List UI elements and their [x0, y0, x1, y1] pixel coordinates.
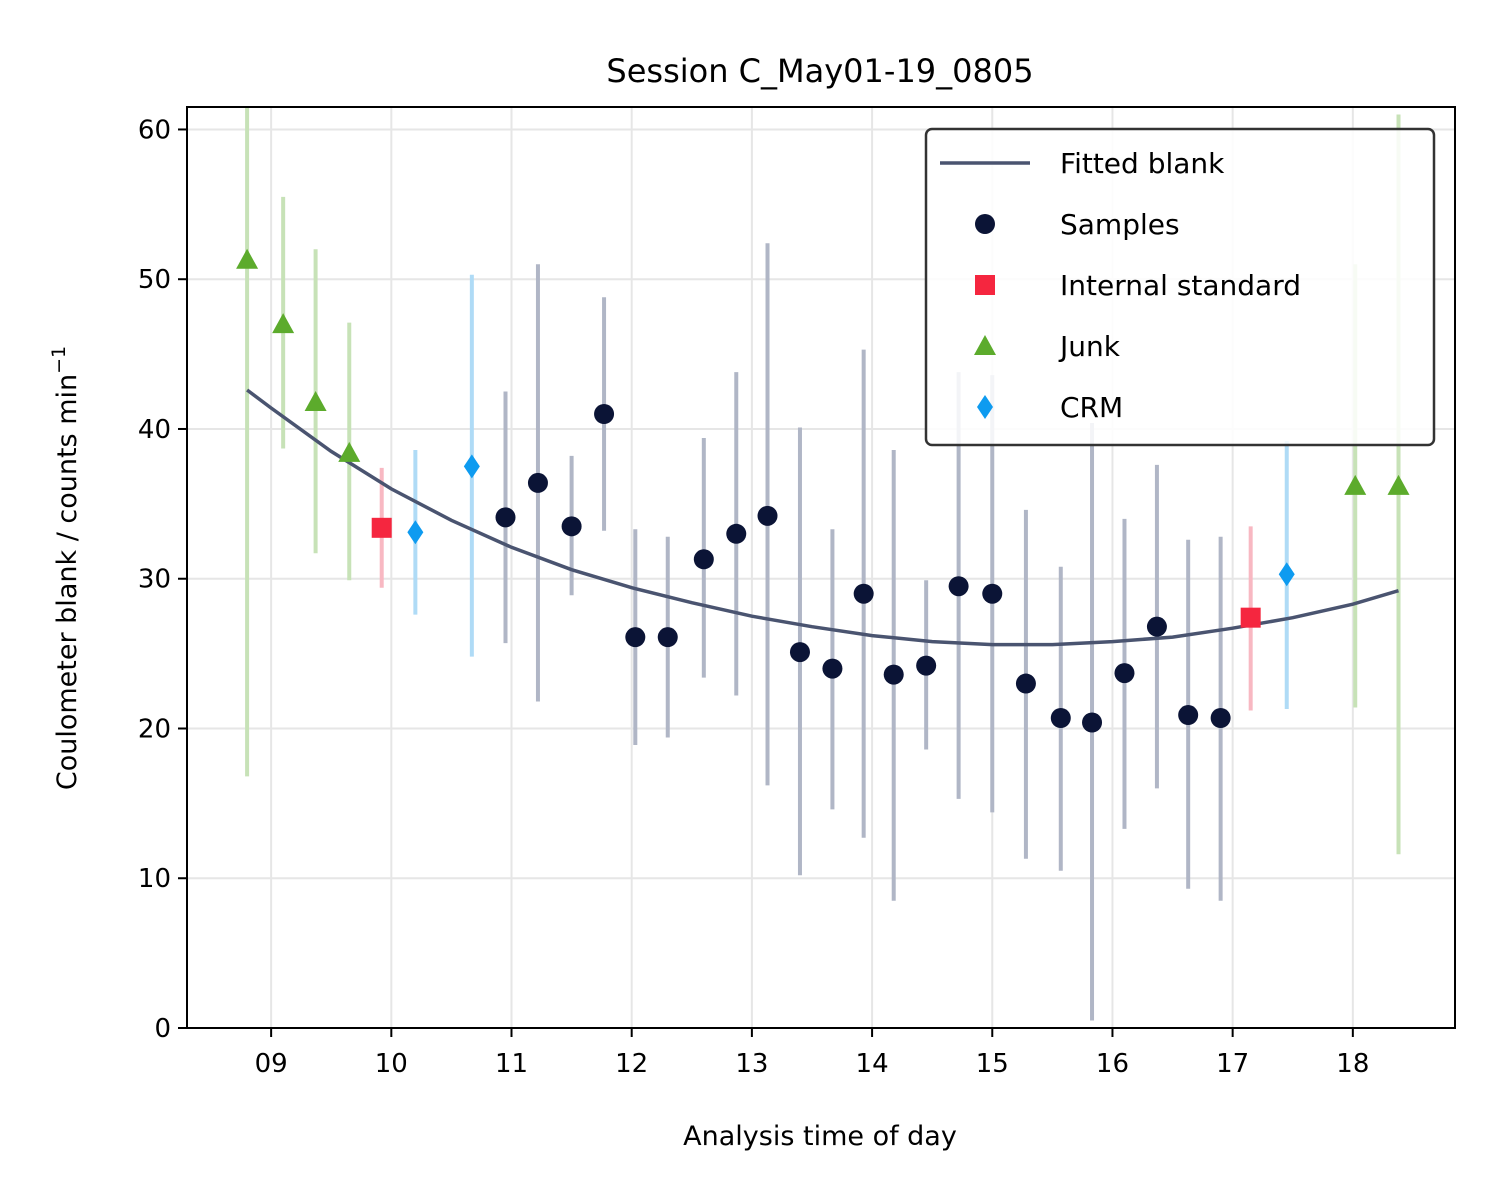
samples-point	[822, 658, 843, 679]
samples-point	[594, 404, 615, 424]
crm-point	[463, 454, 480, 479]
junk-point	[1387, 474, 1410, 495]
legend-marker-swatch	[977, 395, 993, 419]
samples-point	[561, 516, 582, 537]
y-tick-label: 0	[154, 1014, 171, 1044]
chart-title: Session C_May01-19_0805	[606, 52, 1033, 90]
x-tick-label: 16	[1096, 1049, 1129, 1079]
samples-point	[1015, 673, 1036, 694]
samples-point	[1114, 663, 1135, 684]
x-tick-label: 11	[495, 1049, 528, 1079]
junk-point	[236, 248, 259, 269]
legend-marker-swatch	[975, 214, 995, 234]
y-tick-label: 40	[138, 415, 171, 445]
plot-area	[236, 107, 1410, 1021]
samples-point	[916, 655, 937, 676]
samples-point	[1082, 712, 1103, 733]
axes-frame	[186, 106, 1456, 1029]
samples-point	[495, 507, 516, 528]
samples-point	[1210, 708, 1231, 729]
samples-point	[948, 576, 969, 597]
y-axis-label: Coulometer blank / counts min−1	[48, 346, 83, 790]
x-tick-label: 17	[1216, 1049, 1249, 1079]
x-tick-label: 12	[615, 1049, 648, 1079]
x-tick-label: 15	[976, 1049, 1009, 1079]
samples-point	[789, 642, 810, 663]
y-axis-label-group: Coulometer blank / counts min−1	[48, 346, 83, 790]
x-tick-label: 09	[255, 1049, 288, 1079]
x-tick-label: 13	[735, 1049, 768, 1079]
legend-marker-swatch	[974, 335, 996, 355]
junk-point	[304, 391, 327, 412]
legend: Fitted blank Samples Internal standard Junk…	[924, 127, 1436, 447]
crm-point	[407, 520, 424, 545]
legend-marker-swatch	[975, 275, 995, 295]
samples-point	[757, 505, 778, 526]
legend-label: CRM	[1060, 391, 1123, 424]
y-axis-label-text: Coulometer blank / counts min	[52, 374, 83, 790]
samples-point	[527, 472, 548, 493]
y-tick-label: 50	[138, 265, 171, 295]
samples-point	[982, 583, 1003, 604]
y-tick-label: 10	[138, 864, 171, 894]
samples-point	[1050, 708, 1071, 729]
junk-point	[272, 313, 295, 334]
samples-point	[625, 627, 646, 648]
samples-point	[1146, 616, 1167, 637]
internal-standard-point	[1240, 607, 1261, 628]
junk-point	[338, 441, 361, 462]
y-axis-label-superscript: −1	[48, 346, 70, 374]
samples-point	[853, 583, 874, 604]
y-tick-label: 30	[138, 565, 171, 595]
junk-point	[1344, 474, 1367, 495]
axes: 09 10 11 12 13 14 15 16 17 18 0 10 20 30 40 50 60	[138, 106, 1456, 1079]
x-tick-label: 18	[1336, 1049, 1369, 1079]
fitted-blank-line	[246, 388, 1399, 647]
legend-label: Samples	[1060, 208, 1180, 241]
y-tick-label: 20	[138, 714, 171, 744]
x-tick-label: 10	[375, 1049, 408, 1079]
samples-point	[693, 549, 714, 570]
legend-label: Fitted blank	[1060, 147, 1225, 180]
legend-label: Junk	[1058, 330, 1121, 363]
x-axis-label: Analysis time of day	[683, 1121, 957, 1152]
legend-label: Internal standard	[1060, 269, 1301, 302]
crm-point	[1278, 562, 1295, 587]
x-tick-label: 14	[856, 1049, 889, 1079]
samples-point	[1178, 705, 1199, 726]
legend-box	[924, 127, 1436, 447]
plot-content	[236, 107, 1410, 1021]
samples-point	[726, 523, 747, 544]
samples-point	[657, 627, 678, 648]
y-tick-label: 60	[138, 115, 171, 145]
samples-point	[883, 664, 904, 685]
internal-standard-point	[371, 517, 392, 538]
